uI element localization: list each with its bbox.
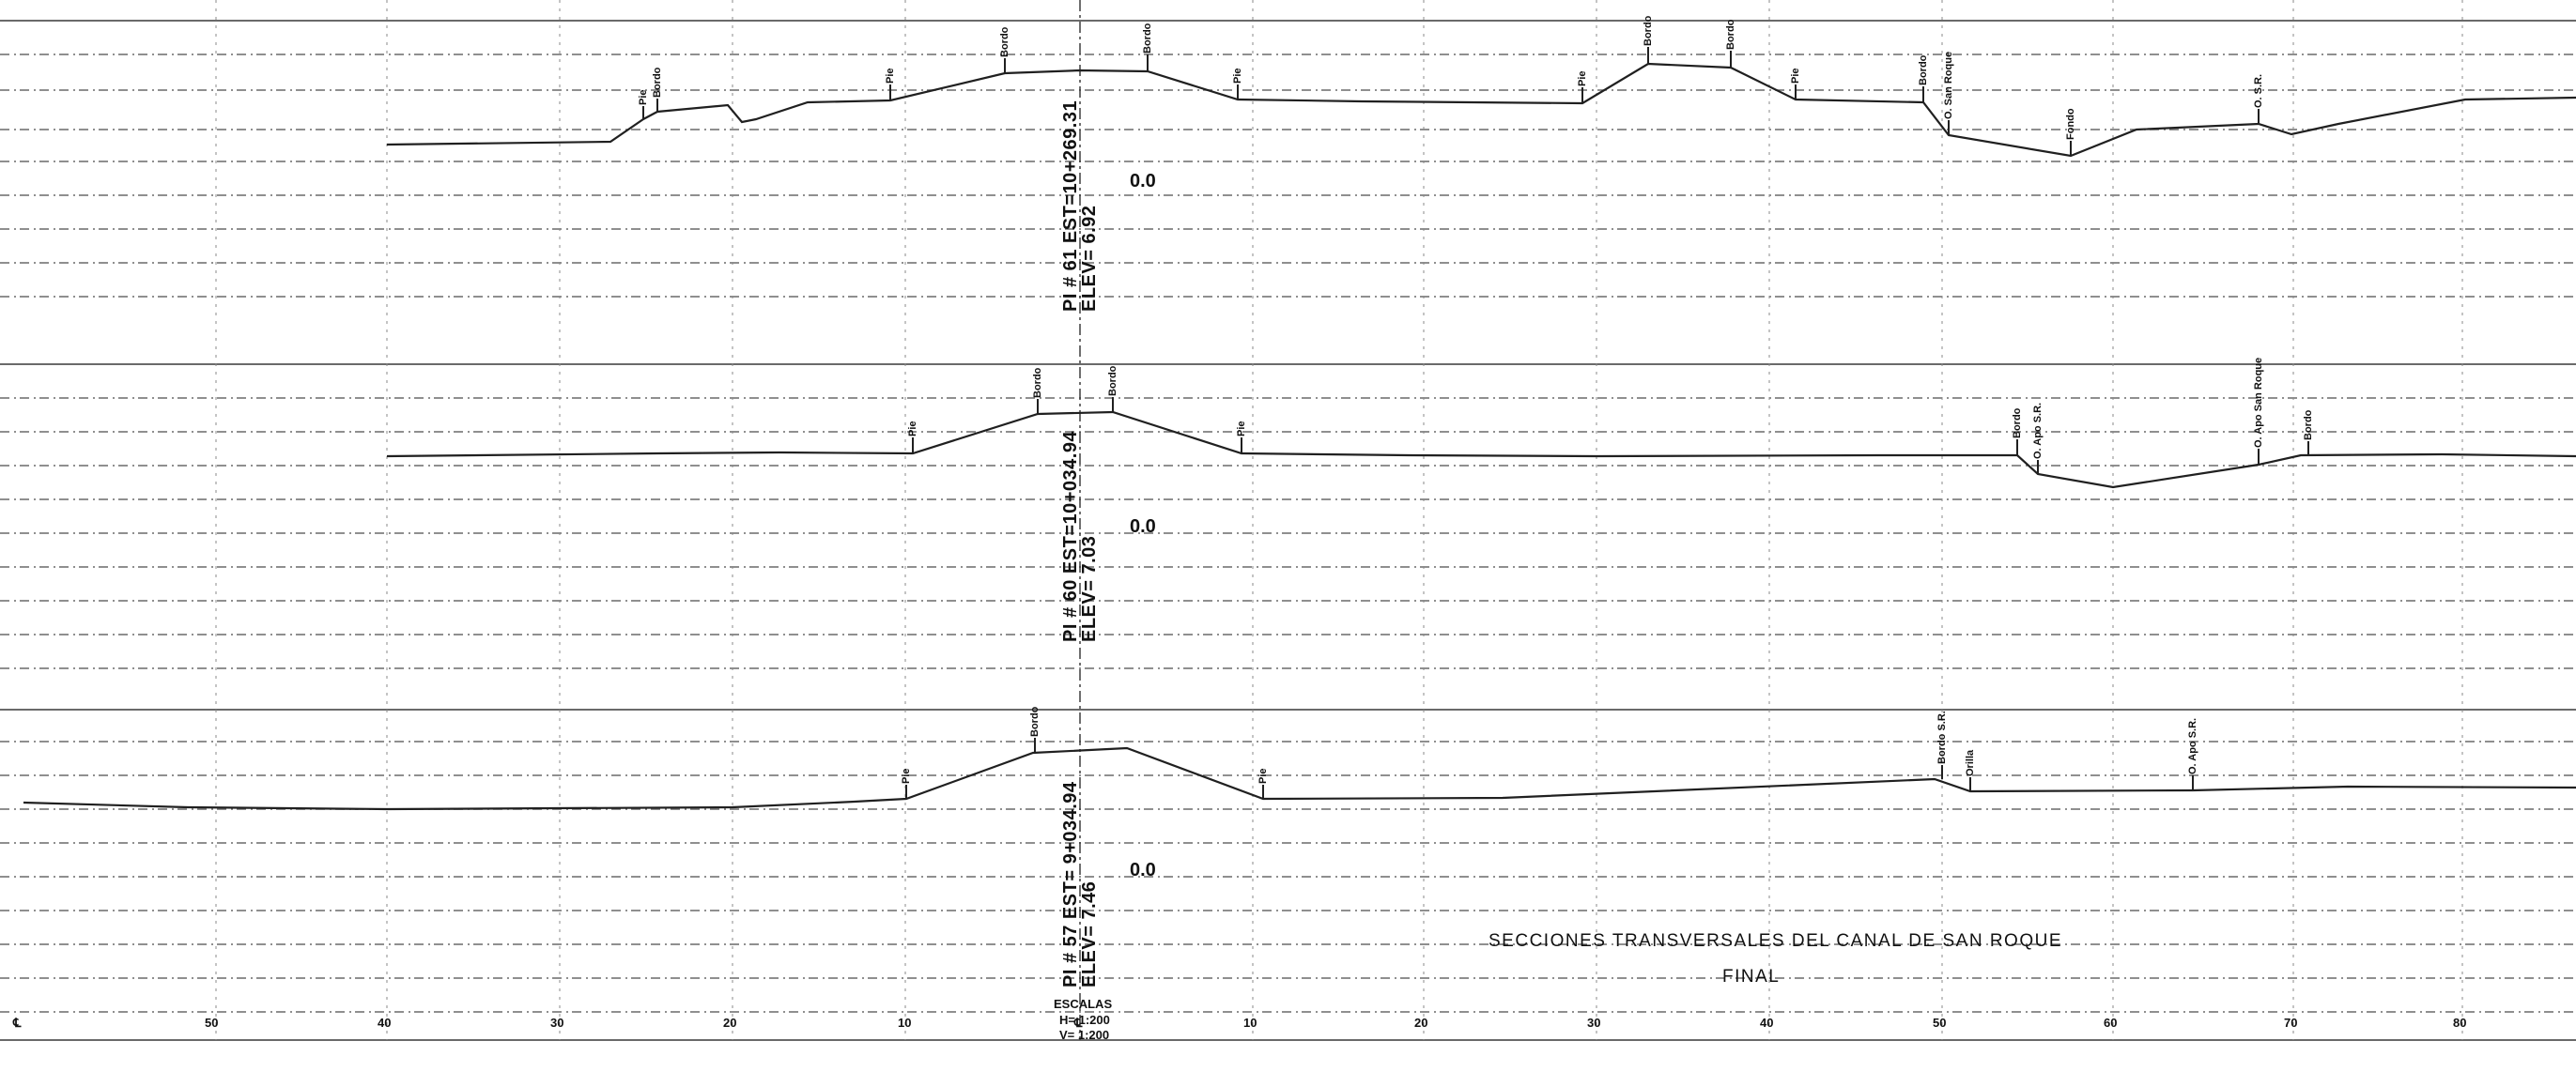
tag-label: Bordo xyxy=(1725,19,1736,50)
tag-labels: Pie Bordo Bordo Pie Bordo O. Apo S.R. O.… xyxy=(907,358,2314,459)
tag-ticks xyxy=(905,738,2194,799)
tag-ticks xyxy=(912,397,2309,474)
grid-horizontal xyxy=(0,20,2576,1041)
station-label: PI # 61 EST=10+269.31 xyxy=(1060,100,1081,312)
tag-label: Bordo xyxy=(1142,23,1153,54)
section-pi-61: Pie Bordo Pie Bordo Bordo Pie Pie Bordo … xyxy=(386,15,2576,312)
section-pi-57: Pie Bordo Pie Bordo S.R. Orilla O. Apo S… xyxy=(23,706,2576,987)
tag-label: O. San Roque xyxy=(1943,52,1954,119)
axis-left-marker: ℄ xyxy=(12,1016,22,1030)
scale-block: ESCALAS H= 1:200 V= 1:200 xyxy=(1054,997,1112,1042)
axis-label: 10 xyxy=(1243,1016,1257,1030)
axis-label: 50 xyxy=(205,1016,218,1030)
axis-label: 40 xyxy=(378,1016,391,1030)
elevation-label: ELEV= 7.46 xyxy=(1079,881,1100,987)
station-label: PI # 57 EST= 9+034.94 xyxy=(1060,781,1081,987)
axis-label: 30 xyxy=(550,1016,563,1030)
elevation-label: ELEV= 6.92 xyxy=(1079,206,1100,312)
datum-label: 0.0 xyxy=(1130,516,1156,537)
drawing-subtitle: FINAL xyxy=(1722,967,1780,987)
tag-label: O. S.R. xyxy=(2253,74,2264,108)
profile-line xyxy=(386,62,2576,158)
horizontal-axis: ℄ 50 40 30 20 10 ℄ 10 20 30 40 50 60 70 … xyxy=(12,1016,2466,1030)
tag-label: Pie xyxy=(1577,70,1588,86)
scale-vertical: V= 1:200 xyxy=(1059,1028,1109,1042)
tag-ticks xyxy=(642,47,2260,156)
tag-label: Pie xyxy=(1236,421,1247,436)
station-label: PI # 60 EST=10+034.94 xyxy=(1060,431,1081,642)
tag-label: Pie xyxy=(638,89,649,105)
datum-label: 0.0 xyxy=(1130,860,1156,880)
tag-label: Bordo xyxy=(652,67,663,98)
tag-label: Bordo xyxy=(2012,407,2023,438)
tag-label: O. Apo S.R. xyxy=(2187,718,2198,774)
tag-labels: Pie Bordo Pie Bordo S.R. Orilla O. Apo S… xyxy=(901,706,2198,784)
tag-label: Fondo xyxy=(2065,108,2076,140)
axis-label: 50 xyxy=(1933,1016,1946,1030)
section-pi-60: Pie Bordo Bordo Pie Bordo O. Apo S.R. O.… xyxy=(386,358,2576,642)
profile-line xyxy=(23,746,2576,811)
tag-label: Bordo xyxy=(1918,54,1929,85)
drawing-title: SECCIONES TRANSVERSALES DEL CANAL DE SAN… xyxy=(1489,931,2062,951)
tag-label: Pie xyxy=(1257,768,1269,784)
profile-line xyxy=(386,410,2576,489)
datum-label: 0.0 xyxy=(1130,171,1156,191)
grid-vertical xyxy=(215,0,2463,1040)
axis-label: 20 xyxy=(1414,1016,1427,1030)
tag-label: Pie xyxy=(885,68,896,84)
elevation-label: ELEV= 7.03 xyxy=(1079,536,1100,642)
tag-label: Pie xyxy=(907,421,918,436)
tag-label: Bordo xyxy=(1643,15,1654,46)
tag-label: Orilla xyxy=(1965,749,1976,776)
tag-label: Bordo xyxy=(1029,706,1041,737)
axis-label: 80 xyxy=(2453,1016,2466,1030)
tag-label: Pie xyxy=(901,768,912,784)
axis-label: 40 xyxy=(1760,1016,1773,1030)
axis-label: 30 xyxy=(1587,1016,1600,1030)
scale-heading: ESCALAS xyxy=(1054,997,1112,1011)
tag-labels: Pie Bordo Pie Bordo Bordo Pie Pie Bordo … xyxy=(638,15,2264,140)
tag-label: Bordo S.R. xyxy=(1936,711,1948,764)
tag-label: O. Apo San Roque xyxy=(2253,358,2264,448)
scale-horizontal: H= 1:200 xyxy=(1059,1013,1110,1027)
tag-label: Bordo xyxy=(2303,409,2314,440)
axis-label: 10 xyxy=(898,1016,911,1030)
tag-label: Bordo xyxy=(999,26,1010,57)
axis-label: 20 xyxy=(723,1016,736,1030)
axis-label: 60 xyxy=(2104,1016,2117,1030)
tag-label: Bordo xyxy=(1107,365,1118,396)
axis-label: 70 xyxy=(2284,1016,2297,1030)
tag-label: Pie xyxy=(1790,68,1801,84)
tag-label: Bordo xyxy=(1032,367,1043,398)
axis-center-marker: ℄ xyxy=(1073,1016,1083,1030)
tag-label: O. Apo S.R. xyxy=(2032,403,2044,459)
tag-label: Pie xyxy=(1232,68,1243,84)
